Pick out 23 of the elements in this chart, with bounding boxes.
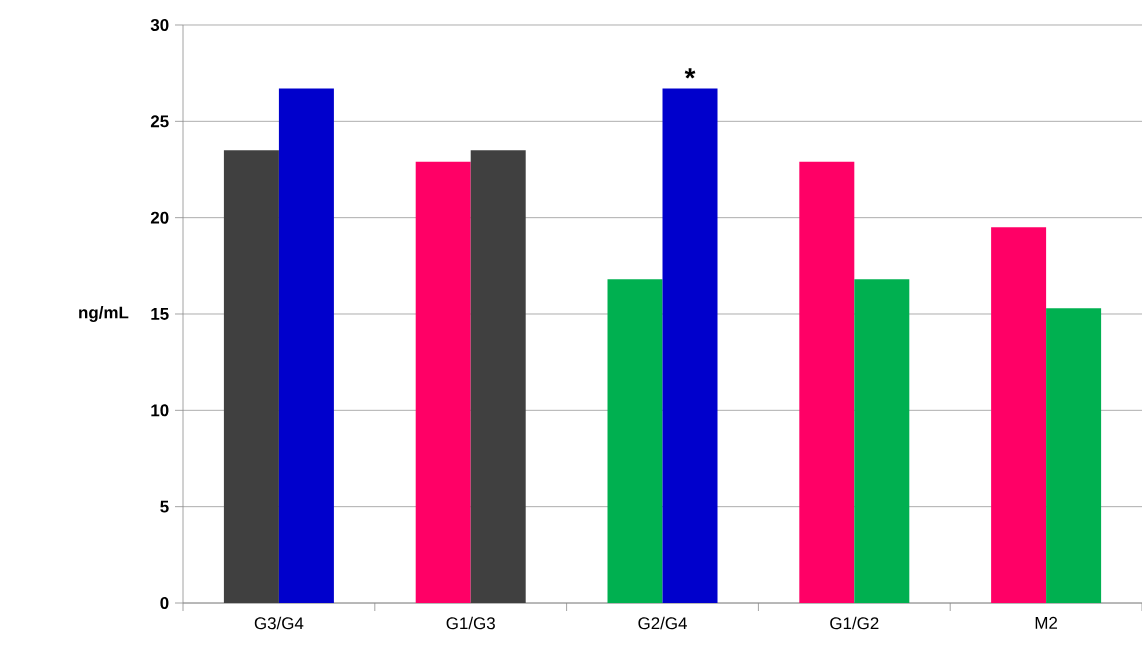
bar bbox=[278, 88, 334, 603]
annotation: * bbox=[684, 68, 696, 79]
y-tick-label: 0 bbox=[160, 597, 169, 609]
bar bbox=[991, 227, 1047, 603]
y-tick-label: 5 bbox=[160, 500, 169, 513]
y-tick-label: 25 bbox=[150, 115, 169, 128]
x-tick-label: G2/G4 bbox=[638, 616, 687, 630]
x-tick-label: M2 bbox=[1035, 616, 1058, 629]
bar bbox=[470, 150, 526, 603]
y-tick-label: 10 bbox=[151, 404, 169, 417]
bar bbox=[415, 161, 471, 603]
x-tick-label: G1/G2 bbox=[830, 616, 879, 630]
bar bbox=[1046, 308, 1102, 603]
bar bbox=[223, 150, 279, 603]
y-tick-label: 30 bbox=[150, 18, 169, 31]
bar bbox=[662, 88, 718, 603]
x-tick-label: G3/G4 bbox=[254, 616, 304, 630]
x-tick-label: G1/G3 bbox=[446, 616, 495, 630]
y-tick-label: 20 bbox=[150, 211, 169, 224]
y-tick-label: 15 bbox=[151, 308, 169, 320]
bar bbox=[799, 161, 855, 603]
y-axis-title: ng/mL bbox=[79, 306, 129, 322]
bar bbox=[854, 279, 910, 603]
